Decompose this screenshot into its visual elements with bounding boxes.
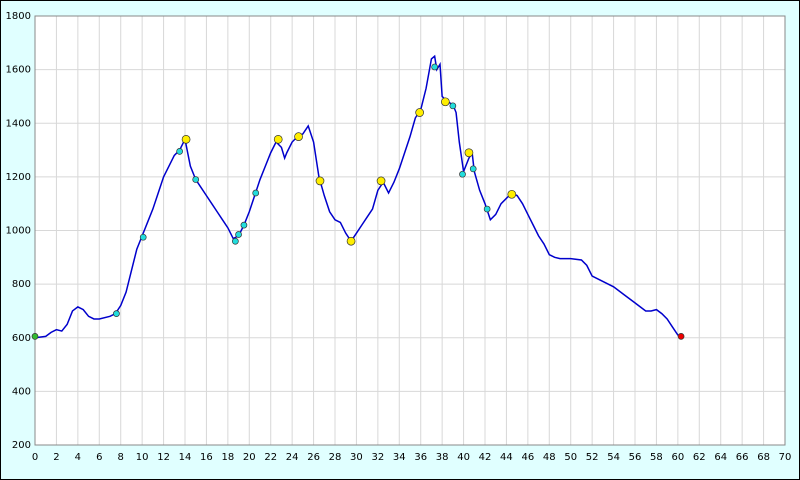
- x-tick-label: 46: [521, 452, 534, 463]
- y-tick-label: 1800: [6, 11, 31, 22]
- x-tick-label: 6: [96, 452, 102, 463]
- waypoint-marker: [31, 333, 39, 340]
- x-tick-label: 60: [671, 452, 684, 463]
- waypoint-marker: [459, 170, 466, 178]
- waypoint-marker: [346, 236, 356, 246]
- x-tick-label: 58: [650, 452, 663, 463]
- waypoint-marker: [376, 176, 386, 186]
- x-tick-label: 38: [436, 452, 449, 463]
- x-tick-label: 24: [286, 452, 299, 463]
- x-tick-label: 10: [136, 452, 149, 463]
- x-tick-label: 4: [75, 452, 81, 463]
- x-tick-label: 36: [414, 452, 427, 463]
- x-tick-label: 56: [629, 452, 642, 463]
- y-tick-label: 200: [12, 440, 31, 451]
- y-tick-label: 600: [12, 333, 31, 344]
- x-tick-label: 30: [350, 452, 363, 463]
- x-tick-label: 66: [736, 452, 749, 463]
- y-tick-label: 400: [12, 386, 31, 397]
- waypoint-marker: [273, 134, 283, 144]
- x-tick-label: 8: [118, 452, 124, 463]
- x-tick-label: 20: [243, 452, 256, 463]
- plot-border: [34, 15, 786, 446]
- waypoint-marker: [431, 63, 438, 71]
- waypoint-marker: [181, 134, 191, 144]
- x-tick-label: 62: [693, 452, 706, 463]
- y-tick-label: 800: [12, 279, 31, 290]
- y-tick-label: 1200: [6, 172, 31, 183]
- x-tick-label: 28: [329, 452, 342, 463]
- waypoint-marker: [483, 205, 491, 213]
- x-tick-label: 50: [564, 452, 577, 463]
- elevation-line: [34, 54, 682, 339]
- x-tick-label: 14: [179, 452, 192, 463]
- x-tick-label: 12: [157, 452, 170, 463]
- waypoint-marker: [464, 148, 474, 158]
- y-tick-label: 1600: [6, 65, 31, 76]
- x-tick-label: 68: [757, 452, 770, 463]
- waypoint-marker: [235, 231, 242, 238]
- waypoint-marker: [176, 148, 183, 155]
- x-tick-label: 44: [500, 452, 513, 463]
- waypoint-marker: [315, 176, 325, 186]
- waypoint-marker: [232, 237, 239, 245]
- waypoint-marker: [240, 221, 248, 229]
- waypoint-marker: [441, 97, 450, 107]
- waypoint-marker: [113, 310, 120, 317]
- x-tick-label: 16: [200, 452, 213, 463]
- waypoint-marker: [415, 108, 424, 117]
- waypoint-marker: [507, 189, 517, 199]
- x-tick-label: 22: [264, 452, 277, 463]
- x-tick-label: 64: [714, 452, 727, 463]
- x-tick-label: 34: [393, 452, 406, 463]
- y-tick-label: 1400: [6, 118, 31, 129]
- waypoint-marker: [294, 132, 303, 142]
- x-tick-label: 32: [371, 452, 384, 463]
- x-tick-label: 40: [457, 452, 470, 463]
- waypoint-marker: [139, 233, 147, 241]
- waypoint-marker: [449, 102, 457, 110]
- x-tick-label: 42: [479, 452, 492, 463]
- y-tick-label: 1000: [6, 226, 31, 237]
- x-tick-label: 48: [543, 452, 556, 463]
- x-tick-label: 0: [32, 452, 38, 463]
- x-tick-label: 70: [779, 452, 792, 463]
- x-tick-label: 18: [221, 452, 234, 463]
- x-tick-label: 2: [53, 452, 59, 463]
- waypoint-marker: [469, 165, 477, 173]
- x-tick-label: 52: [586, 452, 599, 463]
- x-tick-label: 54: [607, 452, 620, 463]
- waypoint-marker: [192, 176, 200, 183]
- x-tick-label: 26: [307, 452, 320, 463]
- waypoint-marker: [677, 333, 685, 340]
- waypoint-marker: [252, 189, 260, 197]
